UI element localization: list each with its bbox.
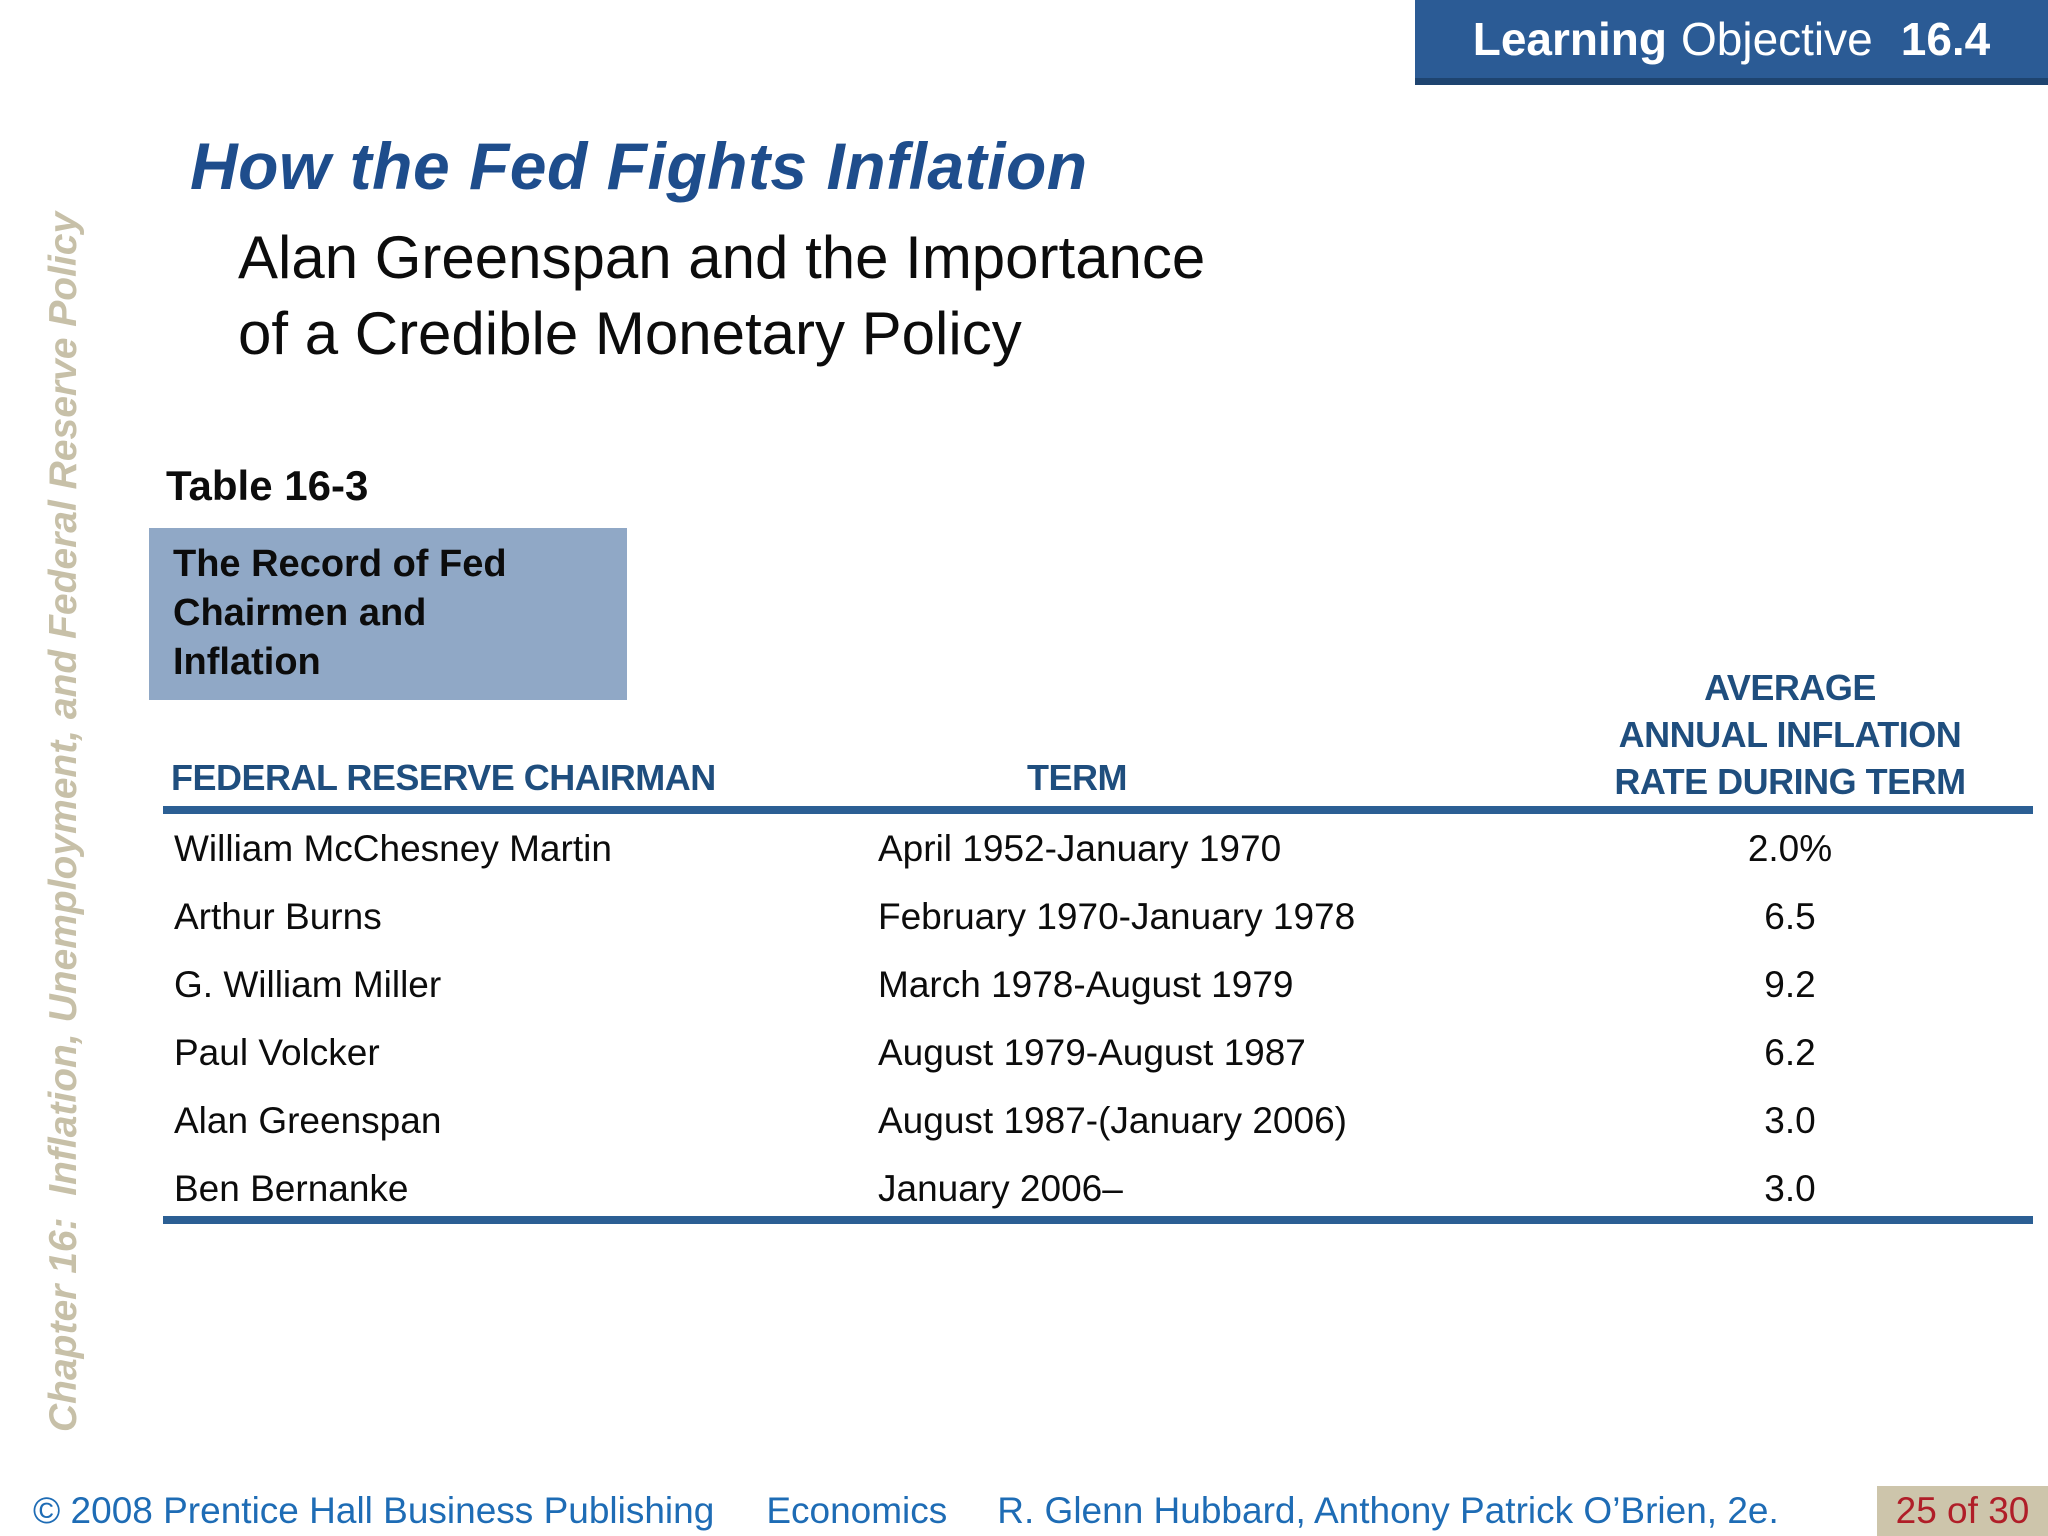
column-header-inflation-rate: AVERAGE ANNUAL INFLATION RATE DURING TER… — [1614, 667, 1966, 802]
term-cell: February 1970-January 1978 — [878, 896, 1356, 937]
table-bottom-rule — [163, 1216, 2033, 1224]
slide-subtitle: Alan Greenspan and the Importance of a C… — [238, 224, 1206, 367]
chairman-cell: Ben Bernanke — [174, 1168, 409, 1209]
rate-cell: 3.0 — [1764, 1100, 1816, 1141]
chairman-cell: William McChesney Martin — [174, 828, 612, 869]
term-cell: August 1979-August 1987 — [878, 1032, 1306, 1073]
table-row: William McChesney Martin April 1952-Janua… — [0, 828, 2048, 878]
table-row: Alan Greenspan August 1987-(January 2006)… — [0, 1100, 2048, 1150]
objective-number: 16.4 — [1900, 13, 1991, 65]
footer-book-title: Economics — [766, 1490, 948, 1531]
table-top-rule — [163, 806, 2033, 814]
learning-objective-banner: Learning Objective 16.4 — [1415, 0, 2048, 85]
chairman-cell: Alan Greenspan — [174, 1100, 442, 1141]
column-header-term: TERM — [1027, 757, 1128, 798]
page-number: 25 of 30 — [1895, 1490, 2030, 1531]
chairman-cell: Paul Volcker — [174, 1032, 380, 1073]
chapter-sidebar-label: Chapter 16: Inflation, Unemployment, and… — [42, 211, 85, 1432]
table-label: Table 16-3 — [166, 462, 369, 509]
rate-cell: 6.5 — [1764, 896, 1816, 937]
footer-copyright: © 2008 Prentice Hall Business Publishing — [33, 1490, 715, 1531]
objective-word: Objective — [1680, 13, 1873, 65]
table-row: Arthur Burns February 1970-January 1978 6.… — [0, 896, 2048, 946]
chairman-cell: G. William Miller — [174, 964, 442, 1005]
footer: © 2008 Prentice Hall Business Publishing… — [33, 1490, 1779, 1532]
column-header-chairman: FEDERAL RESERVE CHAIRMAN — [171, 757, 716, 798]
rate-cell: 2.0% — [1747, 828, 1833, 869]
chairman-cell: Arthur Burns — [174, 896, 382, 937]
term-cell: March 1978-August 1979 — [878, 964, 1294, 1005]
page-number-box: 25 of 30 — [1877, 1486, 2048, 1536]
term-cell: January 2006– — [878, 1168, 1123, 1209]
learning-objective-word: Learning — [1472, 13, 1667, 65]
rate-cell: 9.2 — [1764, 964, 1816, 1005]
table-caption-box: The Record of Fed Chairmen and Inflation — [149, 528, 627, 700]
term-cell: August 1987-(January 2006) — [878, 1100, 1347, 1141]
footer-authors: R. Glenn Hubbard, Anthony Patrick O’Brie… — [997, 1490, 1779, 1531]
term-cell: April 1952-January 1970 — [878, 828, 1282, 869]
table-row: Paul Volcker August 1979-August 1987 6.2 — [0, 1032, 2048, 1082]
table-row: Ben Bernanke January 2006– 3.0 — [0, 1168, 2048, 1218]
slide-title: How the Fed Fights Inflation — [190, 129, 1088, 203]
table-row: G. William Miller March 1978-August 1979 9… — [0, 964, 2048, 1014]
rate-cell: 3.0 — [1764, 1168, 1816, 1209]
rate-cell: 6.2 — [1764, 1032, 1816, 1073]
